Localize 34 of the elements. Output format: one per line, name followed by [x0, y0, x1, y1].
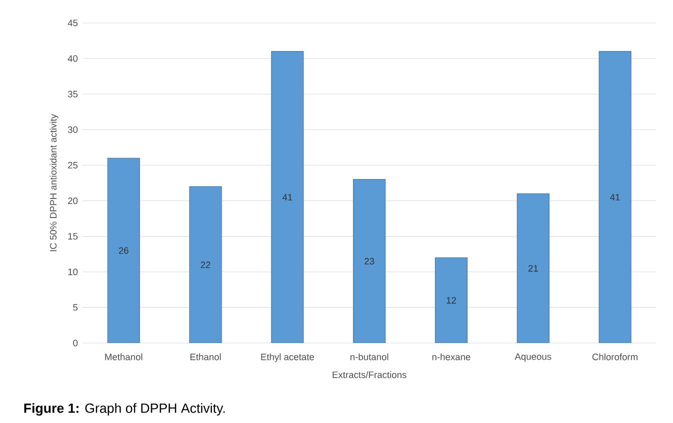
data-label: 26 — [118, 247, 128, 254]
bar — [189, 186, 222, 343]
data-label: 21 — [528, 265, 538, 272]
bar — [516, 193, 550, 343]
bar — [353, 179, 386, 343]
data-label: 22 — [200, 262, 210, 268]
x-tick-label: Aqueous — [514, 353, 552, 362]
x-tick-label: Ethanol — [190, 353, 221, 360]
y-tick-label: 40 — [68, 55, 78, 62]
data-label: 12 — [446, 297, 456, 304]
bar — [598, 51, 632, 343]
y-tick-label: 0 — [73, 340, 78, 346]
text: Figure 1: Graph of DPPH Activity. — [24, 403, 225, 416]
bar — [271, 51, 304, 343]
y-tick-label: 5 — [73, 304, 78, 311]
data-label: 41 — [610, 194, 620, 200]
y-tick-label: 30 — [68, 126, 78, 133]
y-axis-title: IC 50% DPPH antioxidant activity — [50, 114, 58, 252]
y-tick-label: 15 — [68, 233, 78, 240]
data-label: 41 — [282, 194, 292, 200]
y-tick-label: 45 — [68, 20, 78, 26]
y-tick-label: 20 — [68, 197, 78, 204]
x-tick-label: Chloroform — [592, 353, 638, 360]
y-tick-label: 35 — [68, 90, 78, 98]
x-axis-title: Extracts/Fractions — [332, 371, 406, 378]
bar — [107, 158, 140, 343]
y-tick-label: 10 — [68, 268, 78, 276]
bar — [434, 257, 468, 343]
x-tick-label: Ethyl acetate — [261, 353, 314, 362]
y-tick-label: 25 — [68, 162, 78, 169]
x-tick-label: n-butanol — [350, 353, 388, 360]
x-tick-label: n-hexane — [432, 353, 470, 360]
x-tick-label: Methanol — [105, 353, 142, 360]
data-label: 23 — [364, 258, 374, 265]
